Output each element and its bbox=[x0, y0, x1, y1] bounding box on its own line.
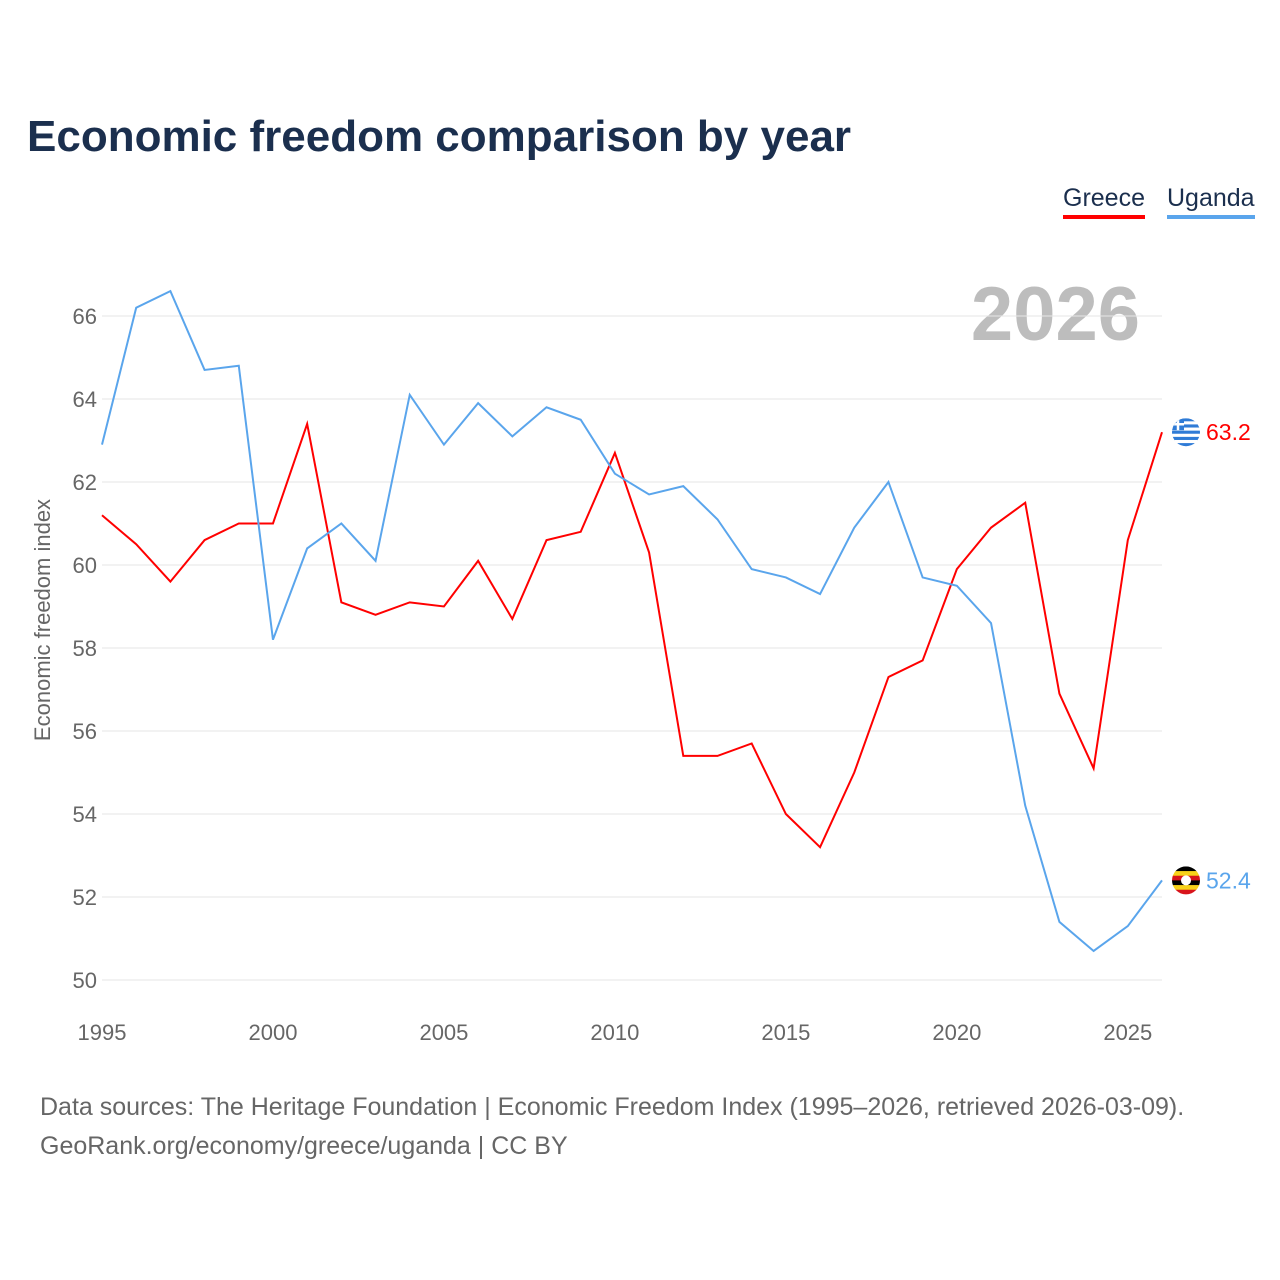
x-tick-label: 1995 bbox=[78, 1020, 127, 1045]
source-line-1: Data sources: The Heritage Foundation | … bbox=[40, 1093, 1185, 1121]
legend-uganda[interactable]: Uganda bbox=[1167, 184, 1255, 219]
end-label-uganda: 52.4 bbox=[1206, 867, 1251, 893]
y-tick-label: 64 bbox=[73, 387, 97, 412]
x-tick-label: 2020 bbox=[932, 1020, 981, 1045]
x-tick-label: 2000 bbox=[248, 1020, 297, 1045]
x-tick-label: 2015 bbox=[761, 1020, 810, 1045]
series-line-uganda bbox=[101, 289, 1163, 953]
source-note: Data sources: The Heritage Foundation | … bbox=[40, 1088, 1184, 1166]
end-label-greece: 63.2 bbox=[1206, 419, 1251, 445]
year-watermark: 2026 bbox=[971, 272, 1140, 357]
chart-title: Economic freedom comparison by year bbox=[27, 112, 852, 161]
source-line-2[interactable]: GeoRank.org/economy/greece/uganda | CC B… bbox=[40, 1132, 568, 1160]
y-tick-label: 60 bbox=[73, 553, 97, 578]
y-axis-label: Economic freedom index bbox=[30, 499, 55, 741]
flag-greece-icon bbox=[1172, 418, 1200, 447]
series-line-greece bbox=[101, 420, 1163, 849]
flag-uganda-icon bbox=[1172, 866, 1200, 895]
y-tick-label: 62 bbox=[73, 470, 97, 495]
y-tick-label: 52 bbox=[73, 885, 97, 910]
legend-greece[interactable]: Greece bbox=[1063, 184, 1145, 219]
x-tick-label: 2010 bbox=[590, 1020, 639, 1045]
x-tick-label: 2025 bbox=[1103, 1020, 1152, 1045]
y-tick-label: 66 bbox=[73, 304, 97, 329]
y-tick-label: 50 bbox=[73, 968, 97, 993]
y-tick-label: 58 bbox=[73, 636, 97, 661]
y-tick-label: 54 bbox=[73, 802, 97, 827]
x-tick-label: 2005 bbox=[419, 1020, 468, 1045]
y-tick-label: 56 bbox=[73, 719, 97, 744]
